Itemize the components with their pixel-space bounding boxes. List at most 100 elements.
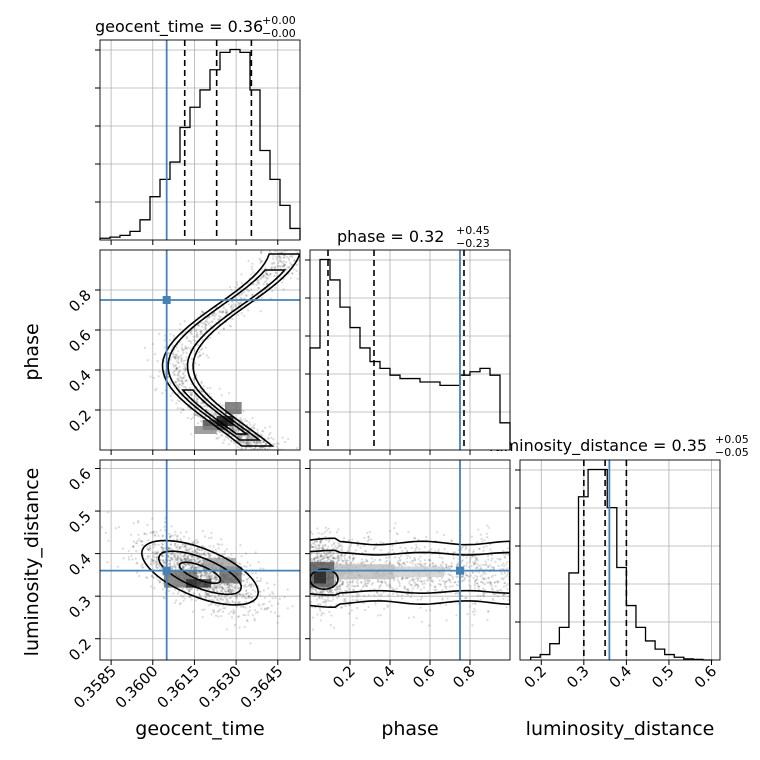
scatter-dist-vs-time-sample bbox=[228, 590, 231, 593]
scatter-dist-vs-time-sample bbox=[192, 566, 195, 569]
scatter-dist-vs-time-sample bbox=[208, 554, 211, 557]
truth-marker-pt bbox=[162, 296, 171, 304]
scatter-dist-vs-phase-sample bbox=[461, 559, 464, 562]
scatter-dist-vs-time-sample bbox=[168, 556, 171, 559]
scatter-dist-vs-time-sample bbox=[186, 562, 190, 566]
scatter-dist-vs-phase-sample bbox=[319, 559, 322, 562]
scatter-dist-vs-phase-sample bbox=[326, 560, 329, 563]
scatter-phase-vs-time-sample bbox=[184, 347, 187, 350]
scatter-dist-vs-time-sample bbox=[213, 578, 216, 581]
scatter-phase-vs-time-sample bbox=[222, 410, 225, 413]
scatter-dist-vs-phase-sample bbox=[405, 588, 408, 591]
scatter-phase-vs-time-sample bbox=[255, 442, 258, 445]
scatter-phase-vs-time-sample bbox=[192, 416, 195, 419]
scatter-phase-vs-time-sample bbox=[180, 360, 183, 363]
scatter-dist-vs-phase-sample bbox=[403, 585, 406, 588]
scatter-dist-vs-time-sample bbox=[173, 554, 176, 558]
scatter-phase-vs-time-sample bbox=[280, 264, 283, 267]
scatter-phase-vs-time-sample bbox=[253, 448, 256, 450]
scatter-dist-vs-phase-sample bbox=[332, 592, 335, 595]
scatter-dist-vs-phase-sample bbox=[361, 561, 364, 564]
scatter-dist-vs-phase-frame bbox=[309, 459, 511, 661]
scatter-dist-vs-phase-sample bbox=[407, 616, 411, 619]
scatter-dist-vs-phase-sample bbox=[388, 584, 391, 587]
scatter-phase-vs-time-sample bbox=[247, 289, 251, 292]
scatter-dist-vs-time-sample bbox=[182, 555, 185, 558]
scatter-dist-vs-phase-sample bbox=[495, 580, 498, 583]
scatter-dist-vs-time-sample bbox=[169, 543, 172, 546]
scatter-dist-vs-phase-sample bbox=[318, 595, 321, 598]
scatter-phase-vs-time-sample bbox=[182, 351, 185, 354]
scatter-dist-vs-phase-sample bbox=[476, 582, 479, 585]
scatter-dist-vs-time-sample bbox=[147, 548, 150, 551]
scatter-dist-vs-phase-sample bbox=[465, 546, 468, 550]
scatter-dist-vs-phase-sample bbox=[483, 588, 486, 592]
scatter-phase-vs-time-sample bbox=[283, 263, 286, 266]
scatter-phase-vs-time-sample bbox=[212, 312, 215, 315]
scatter-dist-vs-phase-sample bbox=[324, 543, 327, 546]
scatter-dist-vs-time-sample bbox=[170, 558, 173, 561]
scatter-dist-vs-phase-sample bbox=[318, 596, 321, 599]
scatter-phase-vs-time-sample bbox=[262, 441, 265, 444]
scatter-dist-vs-time-sample bbox=[158, 563, 161, 567]
scatter-dist-vs-phase-sample bbox=[397, 580, 400, 584]
scatter-dist-vs-phase-sample bbox=[332, 552, 335, 555]
scatter-phase-vs-time-sample bbox=[222, 310, 225, 314]
scatter-dist-vs-time-sample bbox=[223, 596, 226, 599]
scatter-dist-vs-phase-sample bbox=[448, 585, 452, 588]
scatter-dist-vs-phase-sample bbox=[465, 574, 468, 577]
scatter-phase-vs-time-sample bbox=[181, 343, 184, 346]
scatter-dist-vs-phase-sample bbox=[313, 594, 316, 598]
scatter-phase-vs-time-sample bbox=[201, 417, 204, 420]
scatter-phase-vs-time-sample bbox=[221, 404, 224, 407]
scatter-dist-vs-phase-sample bbox=[333, 626, 336, 629]
scatter-dist-vs-time-sample bbox=[198, 593, 201, 596]
scatter-dist-vs-phase-sample bbox=[507, 571, 510, 574]
scatter-phase-vs-time-sample bbox=[194, 330, 198, 333]
scatter-dist-vs-phase-sample bbox=[389, 586, 392, 589]
scatter-phase-vs-time-sample bbox=[219, 402, 222, 405]
scatter-dist-vs-time-sample bbox=[174, 553, 177, 556]
scatter-dist-vs-phase-sample bbox=[326, 556, 329, 559]
scatter-dist-vs-time-sample bbox=[201, 545, 204, 548]
scatter-phase-vs-time-sample bbox=[189, 347, 192, 351]
scatter-dist-vs-time-sample bbox=[226, 583, 229, 586]
scatter-dist-vs-phase-sample bbox=[431, 580, 435, 583]
scatter-dist-vs-phase-sample bbox=[365, 559, 368, 563]
scatter-phase-vs-time-sample bbox=[176, 378, 179, 381]
scatter-phase-vs-time-sample bbox=[149, 375, 152, 378]
scatter-dist-vs-phase-sample bbox=[463, 577, 466, 580]
scatter-dist-vs-time-sample bbox=[197, 574, 200, 578]
scatter-dist-vs-time-sample bbox=[177, 592, 180, 595]
scatter-phase-vs-time-sample bbox=[222, 327, 225, 331]
scatter-dist-vs-phase-sample bbox=[318, 545, 321, 548]
scatter-dist-vs-phase-sample bbox=[337, 559, 340, 562]
scatter-dist-vs-phase-sample bbox=[327, 552, 330, 556]
scatter-phase-vs-time-sample bbox=[241, 291, 244, 294]
scatter-dist-vs-time-sample bbox=[212, 589, 216, 593]
scatter-dist-vs-time-sample bbox=[153, 552, 156, 556]
scatter-dist-vs-phase-sample bbox=[348, 556, 351, 559]
scatter-dist-vs-phase-sample bbox=[336, 555, 339, 558]
scatter-dist-vs-time-sample bbox=[253, 617, 256, 621]
scatter-dist-vs-phase-sample bbox=[445, 564, 448, 567]
scatter-phase-vs-time-sample bbox=[239, 301, 242, 304]
scatter-dist-vs-phase-sample bbox=[322, 557, 325, 560]
scatter-dist-vs-time-sample bbox=[173, 556, 176, 559]
scatter-dist-vs-time-sample bbox=[228, 585, 231, 588]
scatter-phase-vs-time-sample bbox=[181, 333, 184, 336]
scatter-dist-vs-phase-sample bbox=[432, 562, 435, 565]
scatter-phase-vs-time-sample bbox=[201, 347, 204, 350]
scatter-dist-vs-phase-sample bbox=[351, 588, 354, 591]
scatter-phase-vs-time-sample bbox=[182, 362, 185, 366]
scatter-dist-vs-time-sample bbox=[195, 560, 198, 563]
scatter-dist-vs-phase-sample bbox=[491, 587, 494, 590]
scatter-dist-vs-time-sample bbox=[149, 562, 153, 565]
scatter-dist-vs-phase-sample bbox=[322, 547, 325, 551]
scatter-dist-vs-phase-sample bbox=[356, 584, 360, 588]
scatter-dist-vs-time-sample bbox=[150, 575, 153, 578]
scatter-phase-vs-time-sample bbox=[277, 442, 280, 445]
scatter-phase-vs-time-sample bbox=[200, 380, 203, 383]
scatter-phase-vs-time-sample bbox=[222, 306, 225, 309]
scatter-dist-vs-time-sample bbox=[226, 598, 229, 601]
